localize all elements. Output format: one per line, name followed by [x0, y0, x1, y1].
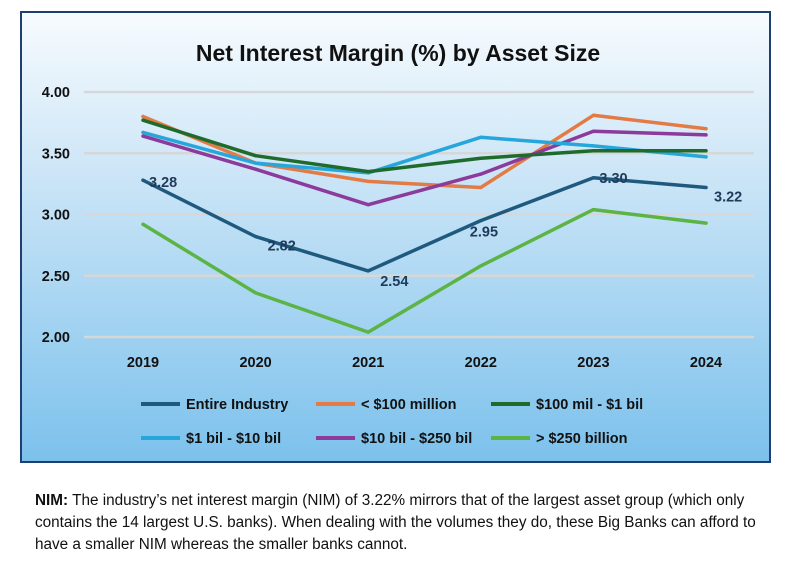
data-point — [254, 161, 258, 165]
line-chart: Net Interest Margin (%) by Asset Size 2.… — [22, 13, 769, 461]
caption: NIM: The industry’s net interest margin … — [35, 490, 775, 556]
legend-entry: $100 mil - $1 bil — [536, 397, 643, 413]
chart-frame: Net Interest Margin (%) by Asset Size 2.… — [20, 11, 771, 463]
data-point — [591, 176, 596, 180]
data-point — [591, 144, 596, 148]
data-point — [141, 222, 145, 226]
data-point — [366, 179, 370, 184]
y-tick-label: 3.50 — [42, 146, 70, 162]
caption-text: The industry’s net interest margin (NIM)… — [35, 492, 756, 553]
data-label: 2.54 — [380, 274, 408, 290]
data-label: 3.28 — [149, 175, 177, 191]
data-point — [141, 130, 145, 135]
series-line-2 — [141, 118, 708, 174]
data-point — [366, 330, 370, 334]
data-point — [704, 221, 708, 225]
data-point — [591, 129, 596, 133]
x-tick-label: 2024 — [690, 355, 722, 371]
data-point — [479, 135, 483, 139]
legend-entry: Entire Industry — [186, 397, 288, 413]
data-point — [366, 203, 370, 207]
data-point — [479, 156, 483, 160]
series-line-1 — [141, 113, 708, 190]
data-point — [591, 208, 596, 212]
x-tick-label: 2020 — [239, 355, 271, 371]
y-tick-label: 3.00 — [42, 208, 70, 224]
data-point — [479, 185, 483, 190]
data-point — [704, 185, 708, 190]
data-point — [366, 269, 370, 273]
data-point — [704, 133, 708, 137]
x-tick-label: 2023 — [577, 355, 609, 371]
data-point — [479, 219, 483, 223]
chart-title: Net Interest Margin (%) by Asset Size — [196, 40, 600, 66]
data-label: 2.82 — [268, 239, 296, 255]
series-line-3 — [141, 130, 708, 175]
x-tick-label: 2019 — [127, 355, 159, 371]
data-point — [254, 234, 258, 239]
series-line-0 — [141, 176, 708, 273]
data-point — [254, 291, 258, 295]
data-point — [479, 172, 483, 176]
legend-entry: > $250 billion — [536, 431, 627, 447]
data-point — [591, 113, 596, 117]
data-point — [141, 114, 145, 119]
series-line-5 — [141, 207, 708, 334]
data-point — [141, 118, 145, 122]
data-point — [141, 178, 145, 182]
data-label: 3.30 — [599, 171, 627, 187]
data-point — [704, 149, 708, 153]
data-label: 3.22 — [714, 190, 742, 206]
caption-label: NIM: — [35, 492, 69, 509]
data-point — [366, 170, 370, 174]
data-point — [591, 149, 596, 153]
y-tick-label: 2.50 — [42, 269, 70, 285]
data-point — [254, 154, 258, 158]
legend-entry: $1 bil - $10 bil — [186, 431, 281, 447]
data-point — [704, 127, 708, 131]
x-tick-label: 2021 — [352, 355, 384, 371]
chart-background — [22, 13, 769, 461]
y-tick-label: 2.00 — [42, 330, 70, 346]
data-point — [704, 155, 708, 159]
series-line-4 — [141, 129, 708, 207]
legend-entry: < $100 million — [361, 397, 457, 413]
data-point — [141, 134, 145, 138]
x-tick-label: 2022 — [465, 355, 497, 371]
legend-entry: $10 bil - $250 bil — [361, 431, 472, 447]
data-label: 2.95 — [470, 225, 498, 241]
data-point — [479, 264, 483, 268]
data-point — [254, 167, 258, 171]
y-tick-label: 4.00 — [42, 85, 70, 101]
